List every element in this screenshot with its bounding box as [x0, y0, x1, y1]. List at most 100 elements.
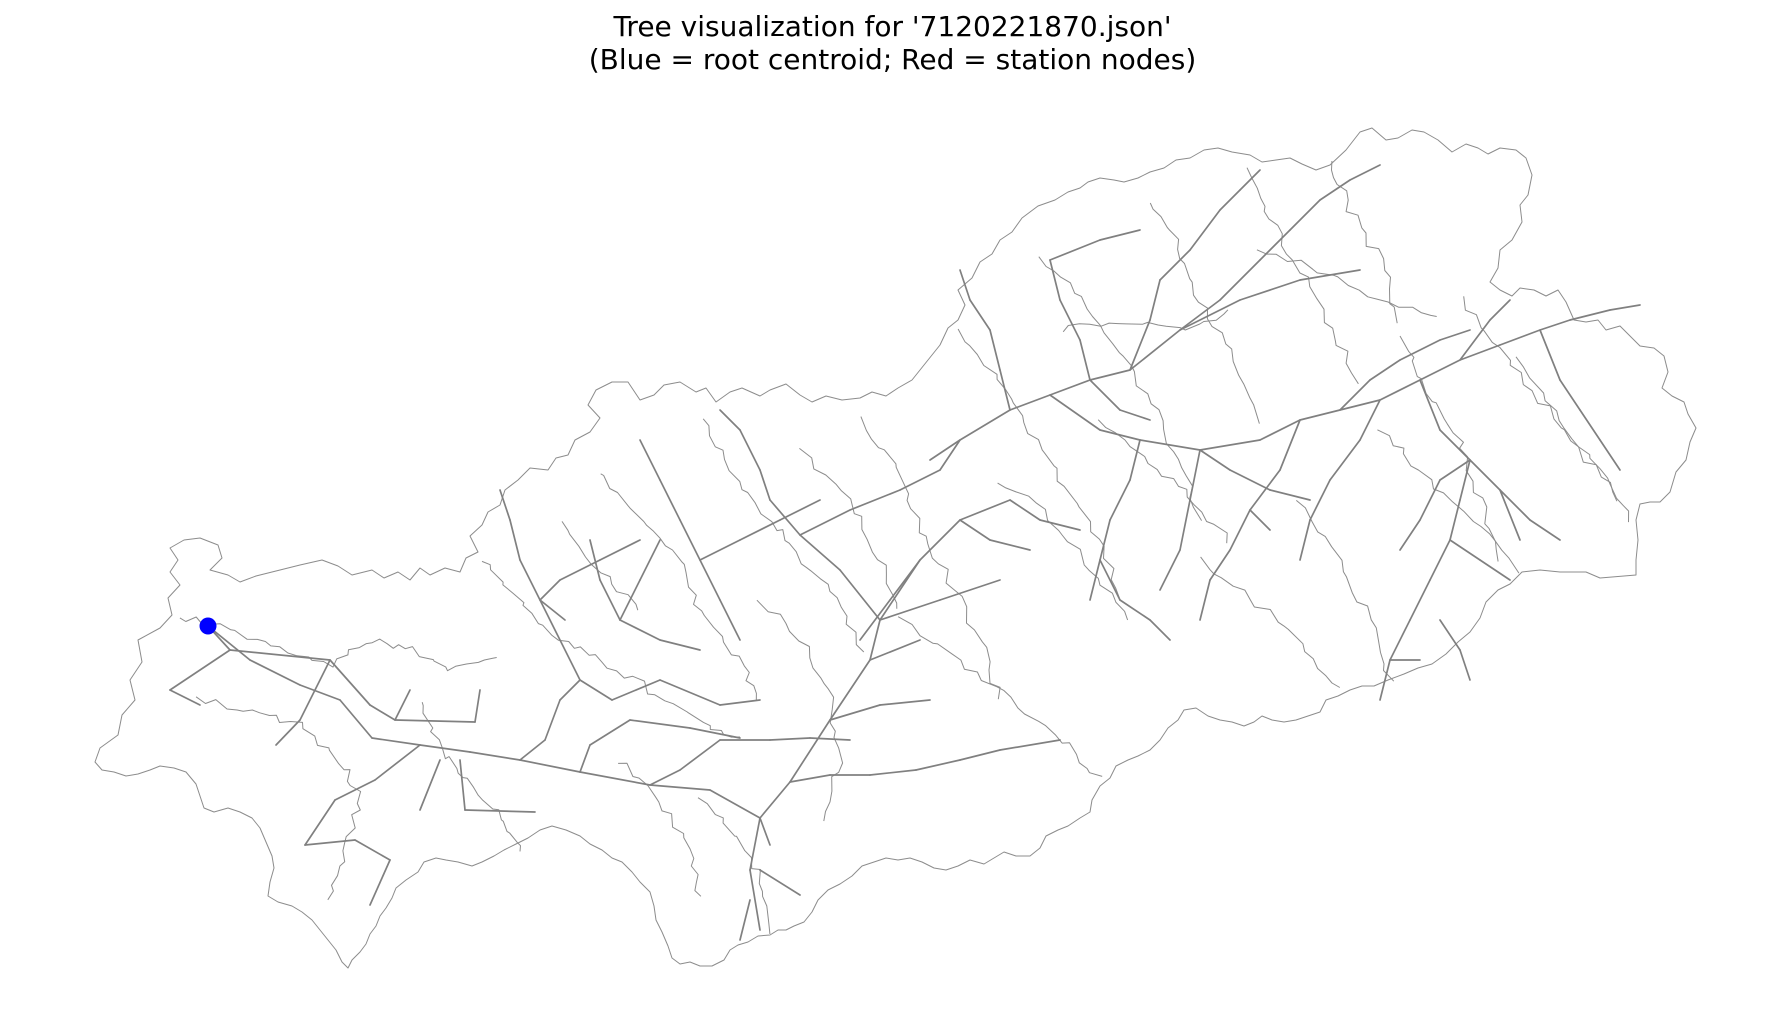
tree-edge [915, 759, 961, 771]
subbasin-boundary [481, 560, 741, 738]
tree-edge [629, 719, 691, 729]
tree-edge [539, 599, 566, 621]
tree-edge [1279, 419, 1301, 471]
tree-edge [1349, 164, 1381, 181]
tree-edge [849, 489, 901, 511]
tree-edge [829, 659, 871, 721]
tree-edge [1059, 299, 1081, 341]
tree-edge [1099, 519, 1111, 561]
tree-edge [1499, 489, 1531, 521]
tree-edge [759, 781, 791, 819]
tree-edge [249, 659, 301, 686]
tree-edge [464, 809, 536, 813]
tree-edge [1569, 309, 1611, 321]
tree-edge [1389, 619, 1411, 661]
tree-edge [394, 719, 476, 723]
subbasin-boundary [1062, 309, 1229, 333]
figure-subtitle: (Blue = root centroid; Red = station nod… [588, 43, 1197, 76]
tree-edge [1339, 379, 1371, 411]
tree-edge [599, 579, 621, 621]
tree-edge [334, 779, 376, 801]
tree-edge [1209, 549, 1231, 581]
tree-edge [1459, 344, 1501, 361]
tree-edge [469, 751, 521, 761]
subbasin-boundary [1200, 556, 1341, 688]
tree-edge [619, 619, 661, 641]
tree-edge [719, 409, 741, 431]
tree-edge [299, 684, 341, 701]
tree-edge [1339, 399, 1381, 411]
tree-edge [789, 719, 831, 783]
tree-edge [169, 689, 201, 706]
tree-edge [679, 739, 721, 771]
subbasin-boundary [957, 328, 1121, 600]
tree-edge [1249, 509, 1271, 531]
tree-edge [999, 369, 1011, 411]
tree-edge [1109, 479, 1131, 521]
subbasin-boundary [697, 797, 771, 935]
tree-edge [275, 719, 301, 746]
subbasin-boundary [1377, 429, 1520, 574]
tree-edge [1149, 619, 1171, 641]
tree-edge [1219, 259, 1261, 301]
figure-title: Tree visualization for '7120221870.json' [613, 10, 1172, 43]
tree-edge [1129, 439, 1141, 481]
tree-edge [1559, 379, 1581, 411]
tree-edge [1199, 579, 1211, 621]
tree-edge [639, 539, 661, 581]
subbasin-boundary [799, 448, 898, 609]
tree-edge [869, 619, 881, 661]
subbasin-boundary [702, 418, 865, 653]
tree-edge [789, 774, 831, 783]
tree-edge [889, 559, 921, 601]
tree-edge [1229, 469, 1271, 491]
tree-edge [1289, 199, 1321, 231]
tree-edge [1439, 459, 1471, 481]
tree-edge [1199, 449, 1231, 471]
tree-edge [1239, 279, 1301, 301]
tree-edge [474, 689, 481, 723]
tree-edge [879, 699, 931, 706]
tree-edge [1049, 394, 1101, 431]
tree-edge [959, 269, 971, 301]
tree-edge [519, 759, 581, 773]
tree-edge [999, 739, 1061, 751]
tree-edge [1529, 519, 1561, 541]
tree-edge [829, 704, 881, 721]
tree-edge [959, 749, 1001, 761]
tree-edge [659, 479, 681, 521]
tree-edge [619, 579, 641, 621]
tree-edge [1089, 369, 1131, 381]
tree-edge [809, 737, 851, 741]
tree-edge [799, 509, 851, 536]
tree-edge [859, 599, 891, 641]
tree-edge [1159, 549, 1181, 591]
tree-edge [1269, 489, 1311, 501]
tree-edge [169, 649, 231, 691]
tree-edge [1249, 469, 1281, 511]
subbasin-boundary [1331, 160, 1398, 324]
tree-edge [419, 744, 471, 753]
tree-edge [599, 539, 641, 561]
tree-edge [699, 539, 741, 561]
tree-edge [579, 771, 651, 786]
tree-edge [1369, 359, 1401, 381]
tree-edge [1539, 319, 1571, 331]
tree-edge [1099, 559, 1121, 601]
tree-edge [544, 699, 561, 741]
subbasin-boundary [1463, 296, 1618, 502]
tree-edge [499, 489, 511, 521]
tree-edge [1449, 499, 1461, 541]
tree-edge [1579, 409, 1601, 441]
tree-edge [959, 409, 1011, 441]
root-centroid-node [199, 617, 217, 635]
tree-edge [1199, 439, 1261, 451]
tree-nodes [199, 617, 217, 635]
tree-edge [354, 839, 391, 861]
tree-edge [749, 817, 761, 871]
tree-edge [739, 899, 751, 941]
tree-edge [869, 639, 921, 661]
tree-edge [1499, 489, 1521, 541]
tree-edge [989, 329, 1001, 371]
tree-edge [1449, 539, 1481, 561]
